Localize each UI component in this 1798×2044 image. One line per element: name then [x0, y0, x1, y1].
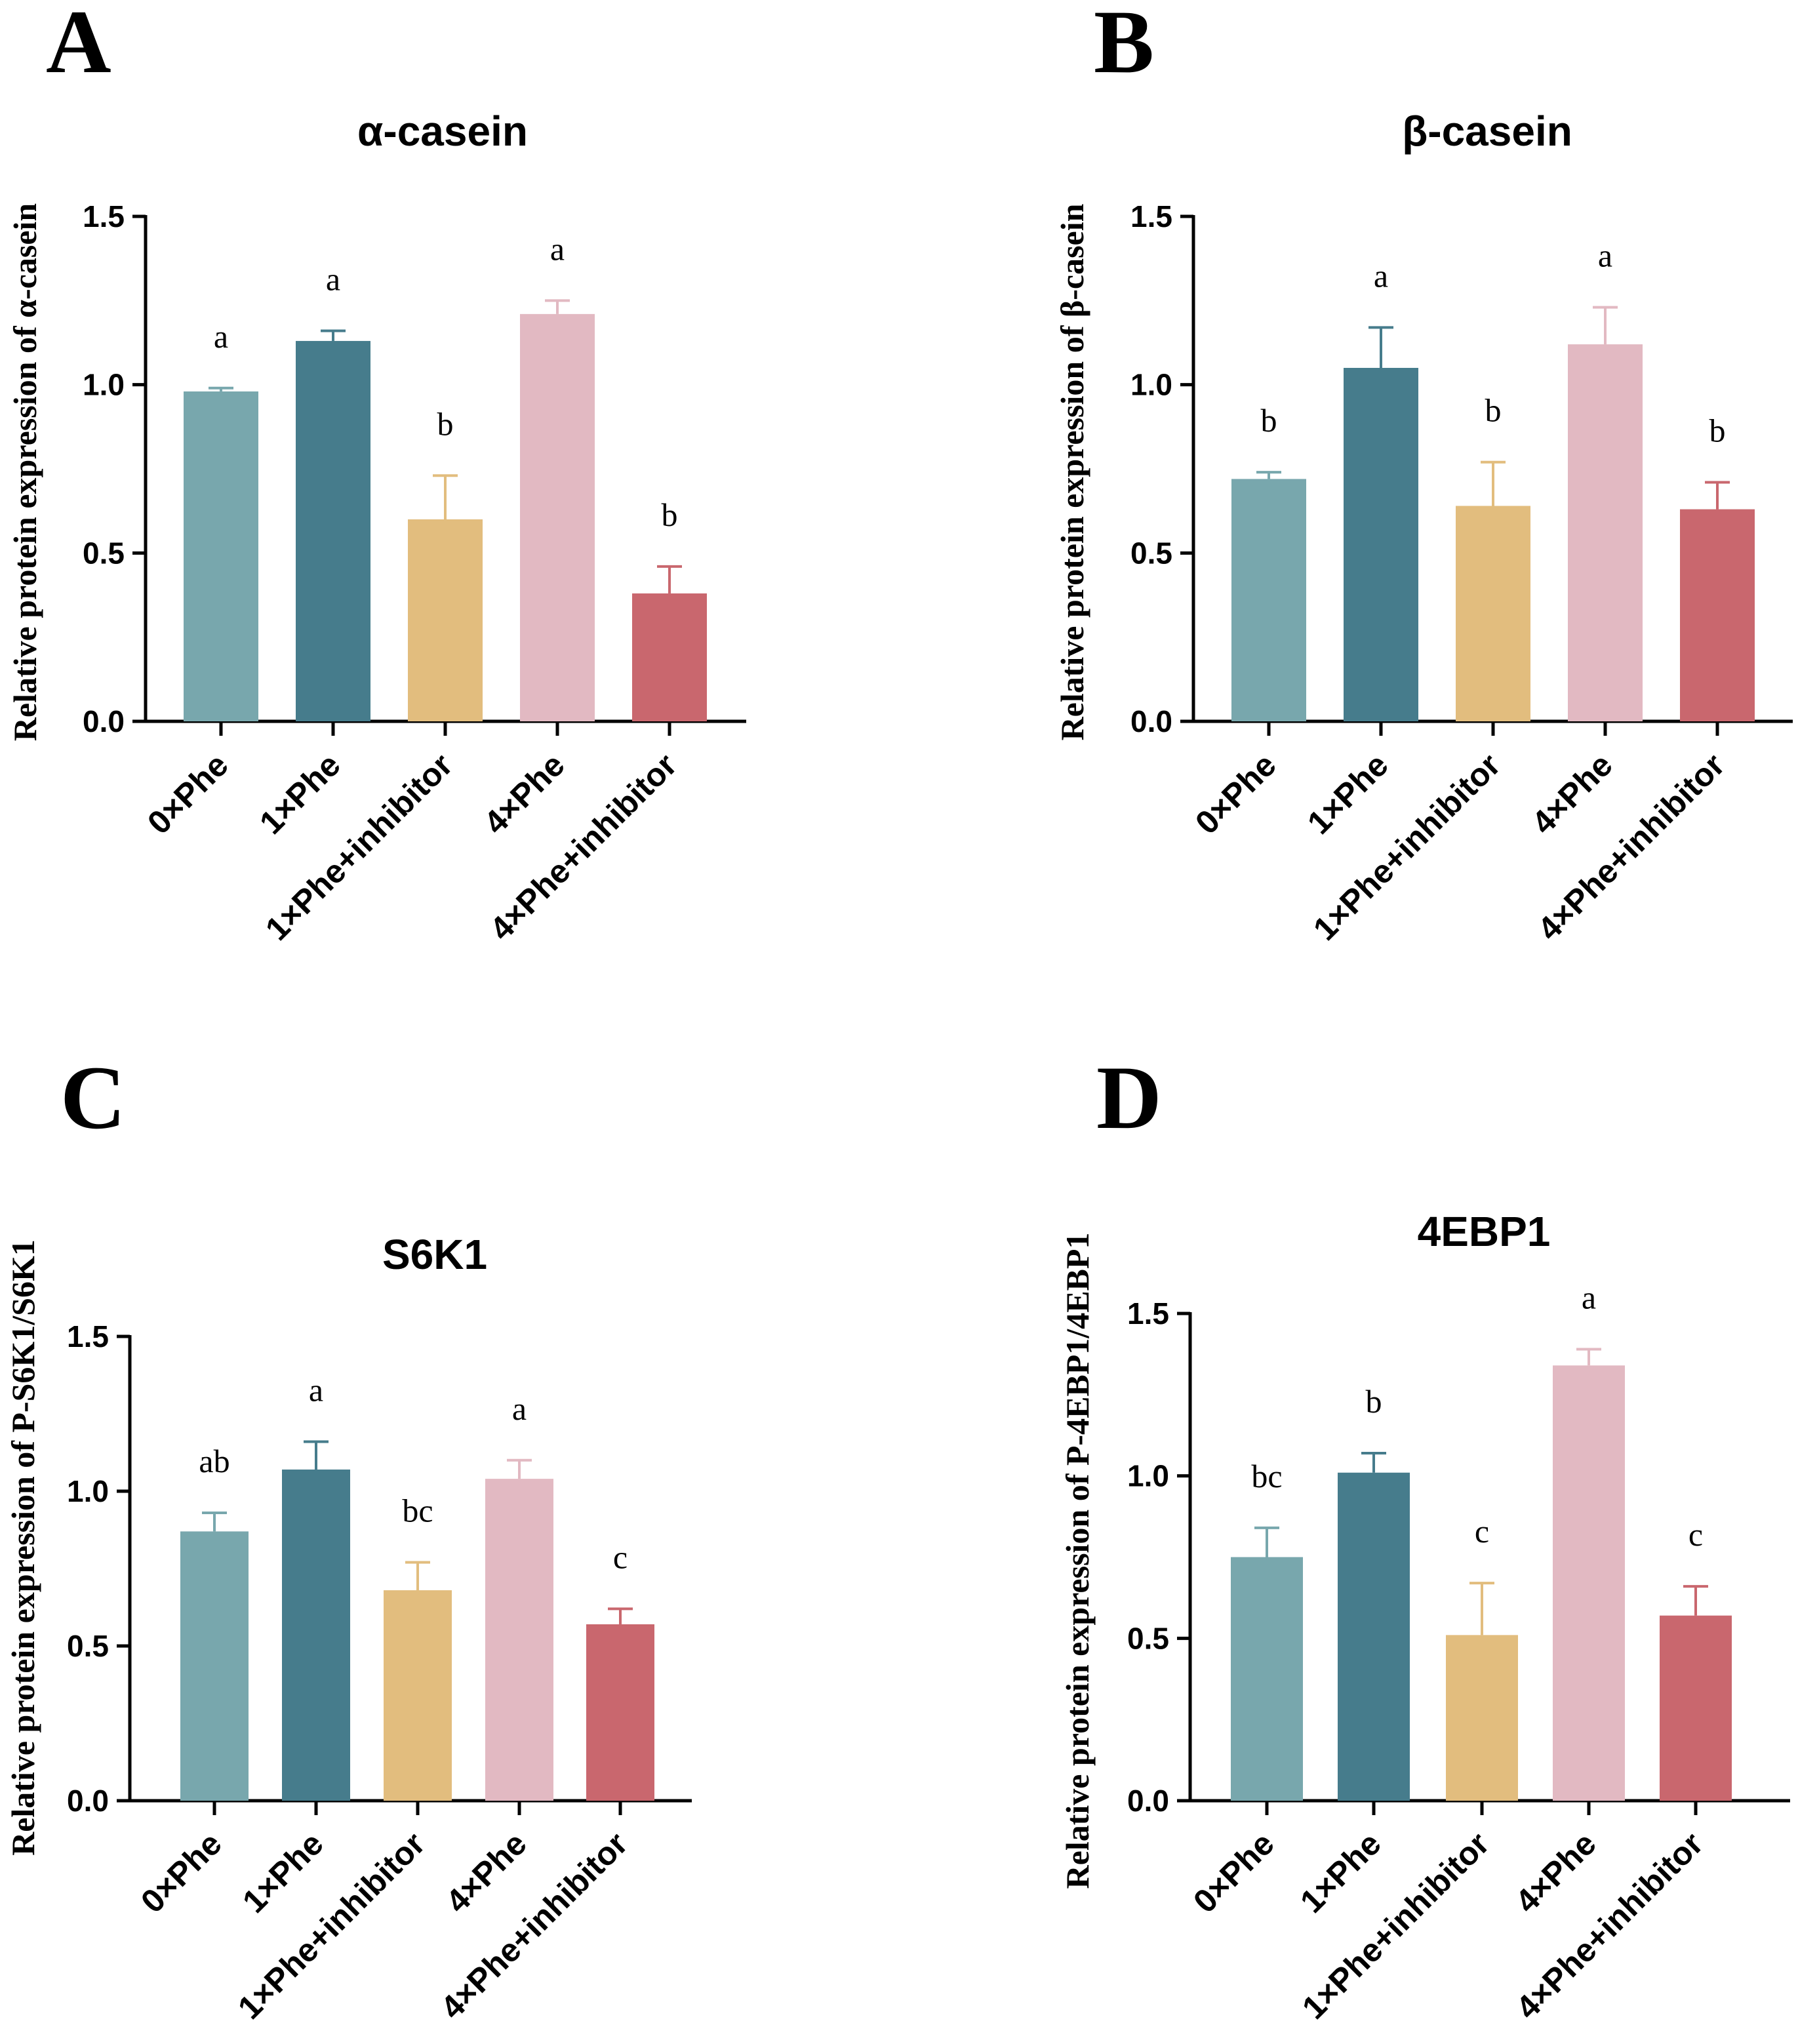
- significance-label: b: [1366, 1383, 1382, 1420]
- panel-letter: B: [1094, 0, 1154, 92]
- x-tick-label: 4×Phe: [439, 1825, 534, 1920]
- y-tick-label: 1.5: [1130, 199, 1172, 233]
- x-tick-label: 1×Phe+inhibitor: [1295, 1825, 1496, 2026]
- bar: [520, 313, 595, 721]
- x-tick-label: 4×Phe: [1508, 1825, 1603, 1920]
- significance-label: a: [550, 230, 565, 267]
- bar: [384, 1590, 452, 1801]
- panel-letter: C: [60, 1047, 126, 1148]
- bar: [1446, 1635, 1518, 1801]
- y-tick-label: 0.5: [83, 536, 125, 570]
- bar: [1456, 506, 1530, 721]
- y-axis-label: Relative protein expression of α-casein: [7, 203, 43, 742]
- y-tick-label: 0.5: [67, 1629, 109, 1663]
- significance-label: a: [214, 318, 228, 355]
- chart-title: β-casein: [1402, 108, 1572, 155]
- chart-title: S6K1: [382, 1231, 487, 1278]
- significance-label: a: [326, 261, 340, 298]
- bar: [184, 391, 258, 721]
- significance-label: a: [309, 1371, 323, 1408]
- panel-letter: A: [46, 0, 111, 92]
- bar: [586, 1624, 654, 1801]
- bar: [1231, 1557, 1303, 1801]
- x-tick-label: 0×Phe: [1186, 1825, 1281, 1920]
- x-tick-label: 0×Phe: [140, 746, 235, 841]
- y-tick-label: 1.0: [1130, 368, 1172, 402]
- significance-label: b: [437, 405, 454, 442]
- x-tick-label: 4×Phe: [1525, 746, 1620, 841]
- significance-label: b: [1261, 402, 1277, 439]
- y-axis-label: Relative protein expression of β-casein: [1054, 203, 1090, 740]
- y-tick-label: 0.5: [1130, 536, 1172, 570]
- y-tick-label: 0.0: [67, 1784, 109, 1818]
- bar: [1231, 479, 1306, 721]
- bar: [1680, 509, 1755, 721]
- significance-label: c: [1688, 1516, 1703, 1553]
- y-tick-label: 0.0: [83, 704, 125, 738]
- x-tick-label: 1×Phe: [1293, 1825, 1388, 1920]
- y-axis-label: Relative protein expression of P-4EBP1/4…: [1059, 1233, 1096, 1889]
- panel-A: Aα-casein Relative protein expression of …: [7, 0, 746, 948]
- significance-label: b: [662, 496, 678, 533]
- significance-label: a: [1374, 257, 1388, 294]
- x-tick-label: 1×Phe: [252, 746, 348, 841]
- significance-label: bc: [402, 1493, 433, 1529]
- significance-label: b: [1485, 392, 1502, 429]
- x-tick-label: 4×Phe+inhibitor: [1530, 746, 1732, 948]
- x-tick-label: 4×Phe+inhibitor: [483, 746, 684, 948]
- panel-C: C S6K1 Relative protein expression of P-S6…: [5, 1047, 692, 2026]
- bar: [1344, 368, 1418, 721]
- x-tick-label: 1×Phe: [235, 1825, 330, 1920]
- y-tick-label: 1.0: [1127, 1459, 1169, 1493]
- significance-label: bc: [1251, 1458, 1282, 1494]
- bar: [1568, 344, 1643, 721]
- bar: [180, 1531, 249, 1801]
- bar: [1553, 1365, 1625, 1801]
- bar: [1338, 1472, 1410, 1801]
- chart-title: α-casein: [357, 108, 528, 155]
- x-tick-label: 0×Phe: [1188, 746, 1283, 841]
- significance-label: ab: [199, 1443, 230, 1479]
- y-tick-label: 1.5: [1127, 1296, 1169, 1331]
- y-tick-label: 1.0: [83, 368, 125, 402]
- significance-label: c: [1475, 1513, 1489, 1550]
- x-tick-label: 1×Phe+inhibitor: [231, 1825, 432, 2026]
- panel-letter: D: [1096, 1047, 1162, 1148]
- y-tick-label: 0.0: [1127, 1784, 1169, 1818]
- chart-title: 4EBP1: [1418, 1208, 1551, 1255]
- x-tick-label: 4×Phe: [477, 746, 572, 841]
- x-tick-label: 1×Phe+inhibitor: [258, 746, 460, 948]
- y-axis-label: Relative protein expression of P-S6K1/S6…: [5, 1239, 41, 1856]
- x-tick-label: 4×Phe+inhibitor: [433, 1825, 635, 2026]
- panel-D: D 4EBP1 Relative protein expression of P-4…: [1059, 1047, 1790, 2026]
- panel-B: Bβ-casein Relative protein expression of …: [1054, 0, 1793, 948]
- y-tick-label: 1.0: [67, 1474, 109, 1508]
- significance-label: a: [1582, 1279, 1596, 1315]
- y-tick-label: 0.5: [1127, 1621, 1169, 1655]
- bar: [1660, 1615, 1732, 1801]
- y-tick-label: 0.0: [1130, 704, 1172, 738]
- significance-label: a: [512, 1390, 527, 1427]
- significance-label: c: [613, 1538, 628, 1575]
- bar: [408, 519, 483, 721]
- bar: [282, 1469, 350, 1801]
- significance-label: a: [1598, 237, 1612, 274]
- significance-label: b: [1709, 412, 1726, 449]
- x-tick-label: 1×Phe+inhibitor: [1306, 746, 1508, 948]
- y-tick-label: 1.5: [83, 199, 125, 233]
- x-tick-label: 0×Phe: [134, 1825, 229, 1920]
- x-tick-label: 1×Phe: [1300, 746, 1395, 841]
- bar: [296, 340, 370, 721]
- y-tick-label: 1.5: [67, 1319, 109, 1353]
- x-tick-label: 4×Phe+inhibitor: [1509, 1825, 1710, 2026]
- bar: [485, 1479, 553, 1801]
- bar: [632, 593, 707, 721]
